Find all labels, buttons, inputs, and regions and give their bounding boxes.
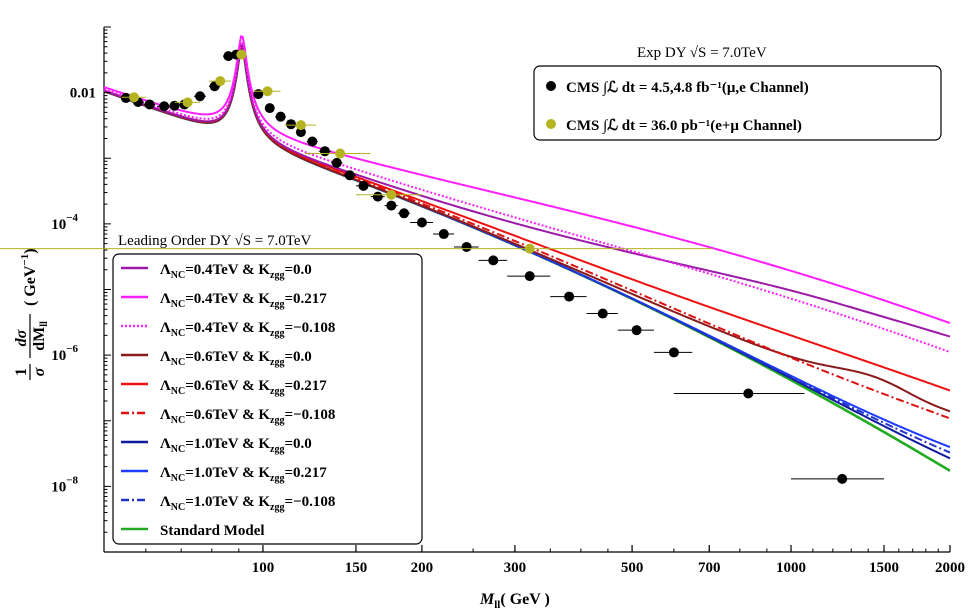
cms-fb-point <box>631 325 642 336</box>
x-tick-label: 700 <box>698 560 721 576</box>
cms-fb-point <box>223 51 234 62</box>
cms-fb-point <box>564 291 575 302</box>
cms-pb-point <box>524 243 535 254</box>
data-legend-marker-cms-pb <box>546 119 556 129</box>
cms-pb-point <box>129 92 140 103</box>
legend-label-7: ΛNC=1.0TeV & Kzgg=0.0 <box>160 436 312 455</box>
x-axis-title: Mll( GeV ) <box>479 591 550 611</box>
cms-fb-point <box>275 111 286 122</box>
x-tick-label: 2000 <box>935 560 965 576</box>
data-legend-marker-cms-fb <box>546 81 556 91</box>
cms-fb-point <box>319 146 330 157</box>
cms-pb-point <box>215 76 226 87</box>
cms-fb-point <box>253 89 264 100</box>
x-axis-title-sub: ll <box>494 599 500 611</box>
cms-pb-point <box>335 148 346 159</box>
cms-fb-point <box>331 157 342 168</box>
data-legend-box <box>533 65 942 141</box>
legend-label-4: ΛNC=0.6TeV & Kzgg=0.0 <box>160 349 312 368</box>
cms-fb-point <box>386 200 397 211</box>
x-tick-label: 200 <box>411 560 434 576</box>
y-title-den: σ <box>31 367 48 376</box>
cms-fb-point <box>285 119 296 130</box>
cms-fb-point <box>668 347 679 358</box>
model-legend-box <box>112 253 423 545</box>
legend-label-3: ΛNC=0.4TeV & Kzgg=−0.108 <box>160 320 335 339</box>
legend-label-9: ΛNC=1.0TeV & Kzgg=−0.108 <box>160 494 335 513</box>
cms-fb-point <box>372 191 383 202</box>
axis-ticks: 100 150 200 300 500 700 1000 1500 2000 0.01 10−4 10… <box>51 26 965 576</box>
cms-fb-point <box>195 91 206 102</box>
cms-fb-point <box>524 271 535 282</box>
x-tick-label: 150 <box>345 560 368 576</box>
cms-fb-point <box>144 99 155 110</box>
y-title-frac-den: dMll <box>31 321 50 351</box>
x-tick-label: 100 <box>252 560 275 576</box>
data-legend-label-cms-fb: CMS ∫ℒ dt = 4.5,4.8 fb⁻¹(μ,e Channel) <box>566 80 809 96</box>
cms-pb-point <box>182 97 193 108</box>
cms-pb-point <box>386 189 397 200</box>
cms-fb-point <box>120 92 131 103</box>
data-points <box>0 49 885 484</box>
y-axis-title: 1 σ dσ dMll ( GeV−1) <box>13 248 50 380</box>
legend-label-5: ΛNC=0.6TeV & Kzgg=0.217 <box>160 378 327 397</box>
y-tick-label: 10−8 <box>51 474 78 495</box>
legend-label-2: ΛNC=0.4TeV & Kzgg=0.217 <box>160 291 327 310</box>
cms-fb-point <box>488 255 499 266</box>
y-title-frac-num: dσ <box>13 329 30 346</box>
x-tick-label: 1000 <box>776 560 806 576</box>
curve-3 <box>103 40 951 354</box>
legend-label-6: ΛNC=0.6TeV & Kzgg=−0.108 <box>160 407 335 426</box>
model-legend: Leading Order DY √S = 7.0TeV ΛNC=0.4TeV … <box>112 233 423 545</box>
cms-fb-point <box>743 388 754 399</box>
cms-fb-point <box>159 101 170 112</box>
cms-fb-point <box>169 100 180 111</box>
cms-fb-point <box>461 241 472 252</box>
legend-label-sm: Standard Model <box>160 523 265 539</box>
x-axis-title-rest: ( GeV ) <box>500 591 549 608</box>
cms-fb-point <box>295 127 306 138</box>
legend-label-1: ΛNC=0.4TeV & Kzgg=0.0 <box>160 262 312 281</box>
y-title-num: 1 <box>13 368 30 376</box>
x-axis-title-main: M <box>479 591 495 608</box>
cms-pb-point <box>295 120 306 131</box>
y-tick-label: 10−6 <box>51 343 78 364</box>
cms-fb-point <box>344 170 355 181</box>
cms-fb-point <box>307 136 318 147</box>
cms-pb-point <box>262 86 273 97</box>
x-tick-label: 300 <box>504 560 527 576</box>
cms-fb-point <box>438 229 449 240</box>
data-legend-label-cms-pb: CMS ∫ℒ dt = 36.0 pb⁻¹(e+μ Channel) <box>566 118 802 134</box>
model-legend-title: Leading Order DY √S = 7.0TeV <box>118 233 312 249</box>
cms-pb-point <box>236 49 247 60</box>
y-title-units: ( GeV−1) <box>19 248 39 306</box>
legend-label-8: ΛNC=1.0TeV & Kzgg=0.217 <box>160 465 327 484</box>
cms-fb-point <box>837 473 848 484</box>
cms-fb-point <box>399 208 410 219</box>
cms-fb-point <box>264 103 275 114</box>
cms-fb-point <box>597 308 608 319</box>
y-tick-label: 0.01 <box>70 86 96 102</box>
x-tick-label: 1500 <box>869 560 899 576</box>
cms-fb-point <box>416 217 427 228</box>
y-tick-label: 10−4 <box>51 212 78 233</box>
data-legend-title: Exp DY √S = 7.0TeV <box>637 45 767 61</box>
x-tick-label: 500 <box>621 560 644 576</box>
curve-2 <box>103 35 951 325</box>
data-legend: Exp DY √S = 7.0TeV CMS ∫ℒ dt = 4.5,4.8 f… <box>533 45 942 141</box>
cms-fb-point <box>358 180 369 191</box>
